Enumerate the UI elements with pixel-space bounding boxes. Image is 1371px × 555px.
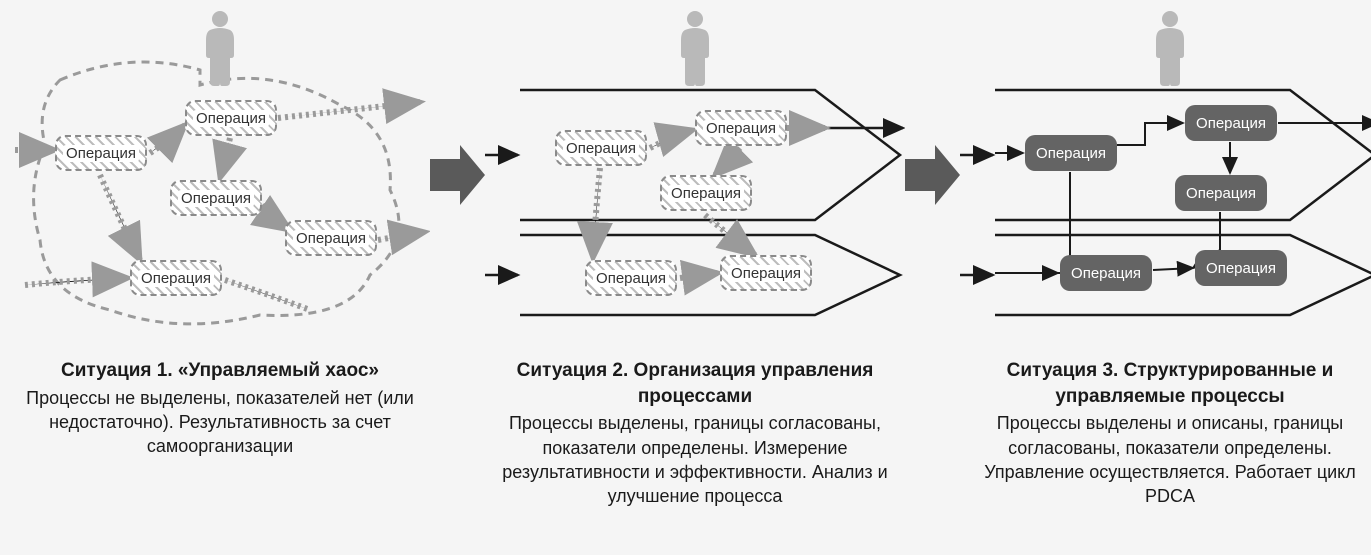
op-box: Операция: [555, 130, 647, 166]
op-label: Операция: [1206, 260, 1276, 277]
op-box-solid: Операция: [1060, 255, 1152, 291]
op-label: Операция: [703, 120, 779, 137]
person-icon: [1152, 10, 1188, 93]
caption-2: Ситуация 2. Организация управления проце…: [485, 358, 905, 508]
op-label: Операция: [63, 145, 139, 162]
caption-1: Ситуация 1. «Управляемый хаос» Процессы …: [10, 358, 430, 459]
caption-desc: Процессы выделены, границы согласованы, …: [485, 411, 905, 508]
op-box: Операция: [285, 220, 377, 256]
panel-situation-2: Операция Операция Операция Операция Опер…: [485, 10, 905, 508]
op-label: Операция: [1186, 185, 1256, 202]
diagram-area-1: Операция Операция Операция Операция Опер…: [10, 10, 430, 340]
op-label: Операция: [563, 140, 639, 157]
op-label: Операция: [1036, 145, 1106, 162]
big-arrow-2: [905, 10, 960, 340]
op-label: Операция: [668, 185, 744, 202]
op-box: Операция: [170, 180, 262, 216]
panel-situation-1: Операция Операция Операция Операция Опер…: [10, 10, 430, 459]
op-box-solid: Операция: [1025, 135, 1117, 171]
op-label: Операция: [293, 230, 369, 247]
op-box: Операция: [585, 260, 677, 296]
caption-desc: Процессы не выделены, показателей нет (и…: [10, 386, 430, 459]
caption-desc: Процессы выделены и описаны, границы сог…: [960, 411, 1371, 508]
op-label: Операция: [1196, 115, 1266, 132]
op-box-solid: Операция: [1185, 105, 1277, 141]
op-box-solid: Операция: [1195, 250, 1287, 286]
op-label: Операция: [1071, 265, 1141, 282]
panel-situation-3: Операция Операция Операция Операция Опер…: [960, 10, 1371, 508]
diagram-area-2: Операция Операция Операция Операция Опер…: [485, 10, 905, 340]
op-box-solid: Операция: [1175, 175, 1267, 211]
caption-3: Ситуация 3. Структурированные и управляе…: [960, 358, 1371, 508]
diagram-root: Операция Операция Операция Операция Опер…: [0, 0, 1371, 555]
op-label: Операция: [593, 270, 669, 287]
big-arrow-1: [430, 10, 485, 340]
caption-title: Ситуация 1. «Управляемый хаос»: [10, 358, 430, 384]
op-box: Операция: [185, 100, 277, 136]
caption-title: Ситуация 2. Организация управления проце…: [485, 358, 905, 409]
op-box: Операция: [720, 255, 812, 291]
op-label: Операция: [178, 190, 254, 207]
op-label: Операция: [193, 110, 269, 127]
person-icon: [202, 10, 238, 93]
person-icon: [677, 10, 713, 93]
op-box: Операция: [130, 260, 222, 296]
diagram-area-3: Операция Операция Операция Операция Опер…: [960, 10, 1371, 340]
op-box: Операция: [695, 110, 787, 146]
caption-title: Ситуация 3. Структурированные и управляе…: [960, 358, 1371, 409]
op-label: Операция: [138, 270, 214, 287]
op-label: Операция: [728, 265, 804, 282]
op-box: Операция: [55, 135, 147, 171]
op-box: Операция: [660, 175, 752, 211]
